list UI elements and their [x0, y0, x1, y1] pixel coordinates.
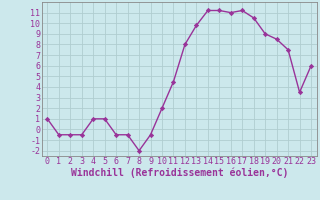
X-axis label: Windchill (Refroidissement éolien,°C): Windchill (Refroidissement éolien,°C) [70, 168, 288, 178]
